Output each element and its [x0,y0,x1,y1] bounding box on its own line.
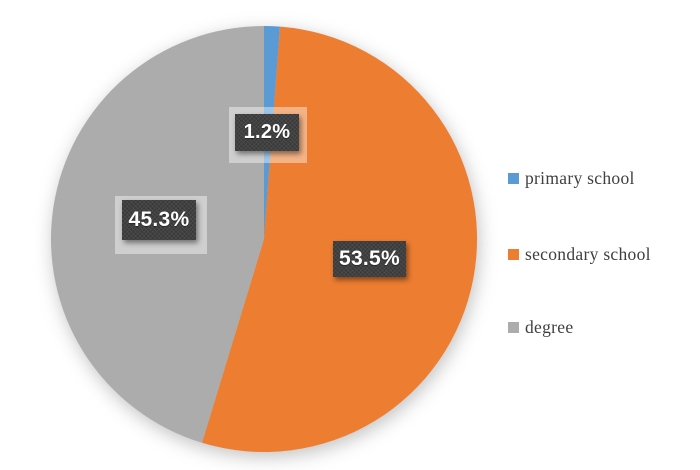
legend-label: primary school [525,167,635,188]
legend-swatch-icon [508,172,519,184]
legend-label: secondary school [525,243,651,264]
legend-item-degree: degree [508,316,573,338]
data-label-value: 1.2% [243,121,291,143]
data-label-box: 1.2% [235,114,299,151]
pie-slice-secondary-school [202,26,478,453]
data-label-box: 53.5% [333,241,406,277]
legend-item-secondary-school: secondary school [508,243,651,265]
data-label-value: 45.3% [128,208,190,231]
legend-label: degree [525,316,574,337]
data-label-value: 53.5% [338,247,401,270]
data-label-box: 45.3% [122,200,196,240]
legend-swatch-icon [508,321,519,333]
legend-swatch-icon [508,248,519,260]
legend-item-primary-school: primary school [508,167,635,189]
